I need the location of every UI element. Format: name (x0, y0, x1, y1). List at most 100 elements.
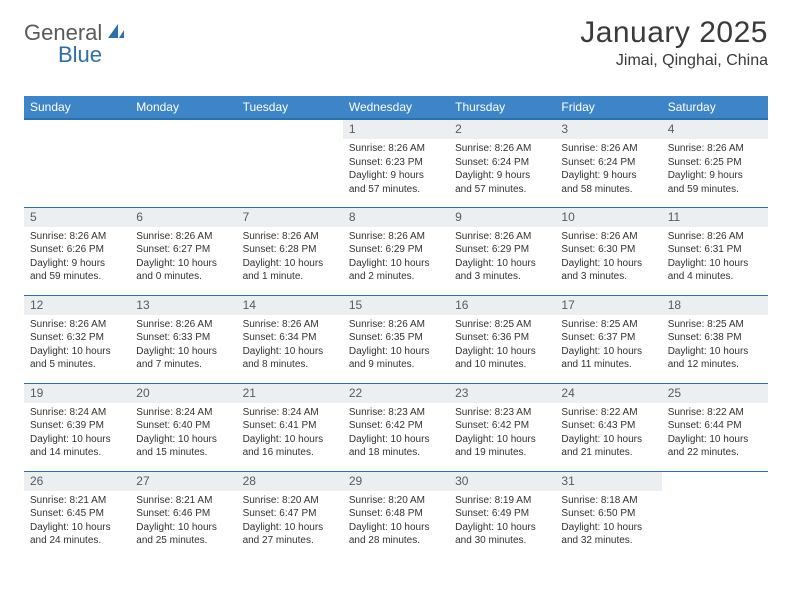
day-number: 17 (555, 296, 661, 315)
calendar-day-cell: 15Sunrise: 8:26 AMSunset: 6:35 PMDayligh… (343, 295, 449, 383)
calendar-day-cell: 26Sunrise: 8:21 AMSunset: 6:45 PMDayligh… (24, 471, 130, 559)
calendar-day-cell: 3Sunrise: 8:26 AMSunset: 6:24 PMDaylight… (555, 119, 661, 207)
calendar-day-cell: 14Sunrise: 8:26 AMSunset: 6:34 PMDayligh… (237, 295, 343, 383)
day-details: Sunrise: 8:26 AMSunset: 6:27 PMDaylight:… (130, 227, 236, 288)
day-details: Sunrise: 8:21 AMSunset: 6:45 PMDaylight:… (24, 491, 130, 552)
day-details: Sunrise: 8:26 AMSunset: 6:23 PMDaylight:… (343, 139, 449, 200)
calendar-day-cell: 1Sunrise: 8:26 AMSunset: 6:23 PMDaylight… (343, 119, 449, 207)
calendar-day-cell: 18Sunrise: 8:25 AMSunset: 6:38 PMDayligh… (662, 295, 768, 383)
calendar-day-cell: 11Sunrise: 8:26 AMSunset: 6:31 PMDayligh… (662, 207, 768, 295)
day-number: 31 (555, 472, 661, 491)
day-details: Sunrise: 8:26 AMSunset: 6:31 PMDaylight:… (662, 227, 768, 288)
calendar-day-cell: .. (662, 471, 768, 559)
calendar-day-cell: 6Sunrise: 8:26 AMSunset: 6:27 PMDaylight… (130, 207, 236, 295)
calendar-day-cell: 25Sunrise: 8:22 AMSunset: 6:44 PMDayligh… (662, 383, 768, 471)
day-number: 9 (449, 208, 555, 227)
day-details: Sunrise: 8:25 AMSunset: 6:36 PMDaylight:… (449, 315, 555, 376)
calendar-day-cell: .. (130, 119, 236, 207)
calendar-day-cell: 28Sunrise: 8:20 AMSunset: 6:47 PMDayligh… (237, 471, 343, 559)
day-details: Sunrise: 8:20 AMSunset: 6:48 PMDaylight:… (343, 491, 449, 552)
calendar-day-cell: .. (237, 119, 343, 207)
day-details: Sunrise: 8:26 AMSunset: 6:33 PMDaylight:… (130, 315, 236, 376)
brand-text-b: Blue (58, 42, 102, 67)
calendar-day-cell: 7Sunrise: 8:26 AMSunset: 6:28 PMDaylight… (237, 207, 343, 295)
day-details: Sunrise: 8:18 AMSunset: 6:50 PMDaylight:… (555, 491, 661, 552)
weekday-header: Sunday (24, 96, 130, 119)
day-number: 11 (662, 208, 768, 227)
calendar-day-cell: 23Sunrise: 8:23 AMSunset: 6:42 PMDayligh… (449, 383, 555, 471)
day-details: Sunrise: 8:23 AMSunset: 6:42 PMDaylight:… (449, 403, 555, 464)
weekday-header: Saturday (662, 96, 768, 119)
day-number: 12 (24, 296, 130, 315)
month-title: January 2025 (580, 16, 768, 50)
day-number: 25 (662, 384, 768, 403)
day-number: 18 (662, 296, 768, 315)
day-number: 14 (237, 296, 343, 315)
calendar-week-row: 12Sunrise: 8:26 AMSunset: 6:32 PMDayligh… (24, 295, 768, 383)
day-details: Sunrise: 8:26 AMSunset: 6:24 PMDaylight:… (449, 139, 555, 200)
day-details: Sunrise: 8:26 AMSunset: 6:29 PMDaylight:… (343, 227, 449, 288)
day-number: 15 (343, 296, 449, 315)
weekday-header: Friday (555, 96, 661, 119)
day-details: Sunrise: 8:26 AMSunset: 6:29 PMDaylight:… (449, 227, 555, 288)
day-number: 20 (130, 384, 236, 403)
calendar-day-cell: 10Sunrise: 8:26 AMSunset: 6:30 PMDayligh… (555, 207, 661, 295)
day-details: Sunrise: 8:24 AMSunset: 6:40 PMDaylight:… (130, 403, 236, 464)
calendar-day-cell: 22Sunrise: 8:23 AMSunset: 6:42 PMDayligh… (343, 383, 449, 471)
day-number: 19 (24, 384, 130, 403)
calendar-day-cell: 8Sunrise: 8:26 AMSunset: 6:29 PMDaylight… (343, 207, 449, 295)
calendar-week-row: ......1Sunrise: 8:26 AMSunset: 6:23 PMDa… (24, 119, 768, 207)
day-number: 1 (343, 120, 449, 139)
day-details: Sunrise: 8:23 AMSunset: 6:42 PMDaylight:… (343, 403, 449, 464)
location-text: Jimai, Qinghai, China (580, 52, 768, 70)
calendar-table: SundayMondayTuesdayWednesdayThursdayFrid… (24, 96, 768, 559)
weekday-header: Wednesday (343, 96, 449, 119)
day-number: 23 (449, 384, 555, 403)
calendar-week-row: 5Sunrise: 8:26 AMSunset: 6:26 PMDaylight… (24, 207, 768, 295)
day-details: Sunrise: 8:26 AMSunset: 6:32 PMDaylight:… (24, 315, 130, 376)
day-number: 28 (237, 472, 343, 491)
calendar-day-cell: 21Sunrise: 8:24 AMSunset: 6:41 PMDayligh… (237, 383, 343, 471)
day-details: Sunrise: 8:26 AMSunset: 6:28 PMDaylight:… (237, 227, 343, 288)
calendar-page: General January 2025 Jimai, Qinghai, Chi… (0, 0, 792, 583)
calendar-week-row: 19Sunrise: 8:24 AMSunset: 6:39 PMDayligh… (24, 383, 768, 471)
calendar-day-cell: 20Sunrise: 8:24 AMSunset: 6:40 PMDayligh… (130, 383, 236, 471)
weekday-header: Tuesday (237, 96, 343, 119)
day-details: Sunrise: 8:26 AMSunset: 6:24 PMDaylight:… (555, 139, 661, 200)
page-header: General January 2025 Jimai, Qinghai, Chi… (24, 16, 768, 70)
calendar-day-cell: .. (24, 119, 130, 207)
day-number: 13 (130, 296, 236, 315)
day-number: 3 (555, 120, 661, 139)
day-number: 10 (555, 208, 661, 227)
day-details: Sunrise: 8:26 AMSunset: 6:25 PMDaylight:… (662, 139, 768, 200)
day-details: Sunrise: 8:22 AMSunset: 6:44 PMDaylight:… (662, 403, 768, 464)
calendar-day-cell: 17Sunrise: 8:25 AMSunset: 6:37 PMDayligh… (555, 295, 661, 383)
day-number: 4 (662, 120, 768, 139)
day-details: Sunrise: 8:26 AMSunset: 6:35 PMDaylight:… (343, 315, 449, 376)
day-details: Sunrise: 8:26 AMSunset: 6:30 PMDaylight:… (555, 227, 661, 288)
day-number: 16 (449, 296, 555, 315)
day-number: 29 (343, 472, 449, 491)
day-details: Sunrise: 8:19 AMSunset: 6:49 PMDaylight:… (449, 491, 555, 552)
calendar-week-row: 26Sunrise: 8:21 AMSunset: 6:45 PMDayligh… (24, 471, 768, 559)
day-number: 24 (555, 384, 661, 403)
day-number: 2 (449, 120, 555, 139)
calendar-day-cell: 13Sunrise: 8:26 AMSunset: 6:33 PMDayligh… (130, 295, 236, 383)
day-number: 21 (237, 384, 343, 403)
day-details: Sunrise: 8:26 AMSunset: 6:26 PMDaylight:… (24, 227, 130, 288)
day-details: Sunrise: 8:22 AMSunset: 6:43 PMDaylight:… (555, 403, 661, 464)
title-block: January 2025 Jimai, Qinghai, China (580, 16, 768, 70)
calendar-day-cell: 9Sunrise: 8:26 AMSunset: 6:29 PMDaylight… (449, 207, 555, 295)
day-number: 8 (343, 208, 449, 227)
calendar-day-cell: 27Sunrise: 8:21 AMSunset: 6:46 PMDayligh… (130, 471, 236, 559)
day-details: Sunrise: 8:21 AMSunset: 6:46 PMDaylight:… (130, 491, 236, 552)
calendar-day-cell: 30Sunrise: 8:19 AMSunset: 6:49 PMDayligh… (449, 471, 555, 559)
brand-sail-icon (106, 22, 126, 45)
day-details: Sunrise: 8:24 AMSunset: 6:39 PMDaylight:… (24, 403, 130, 464)
day-number: 27 (130, 472, 236, 491)
calendar-day-cell: 29Sunrise: 8:20 AMSunset: 6:48 PMDayligh… (343, 471, 449, 559)
calendar-body: ......1Sunrise: 8:26 AMSunset: 6:23 PMDa… (24, 119, 768, 559)
day-details: Sunrise: 8:26 AMSunset: 6:34 PMDaylight:… (237, 315, 343, 376)
weekday-header: Thursday (449, 96, 555, 119)
day-details: Sunrise: 8:25 AMSunset: 6:38 PMDaylight:… (662, 315, 768, 376)
